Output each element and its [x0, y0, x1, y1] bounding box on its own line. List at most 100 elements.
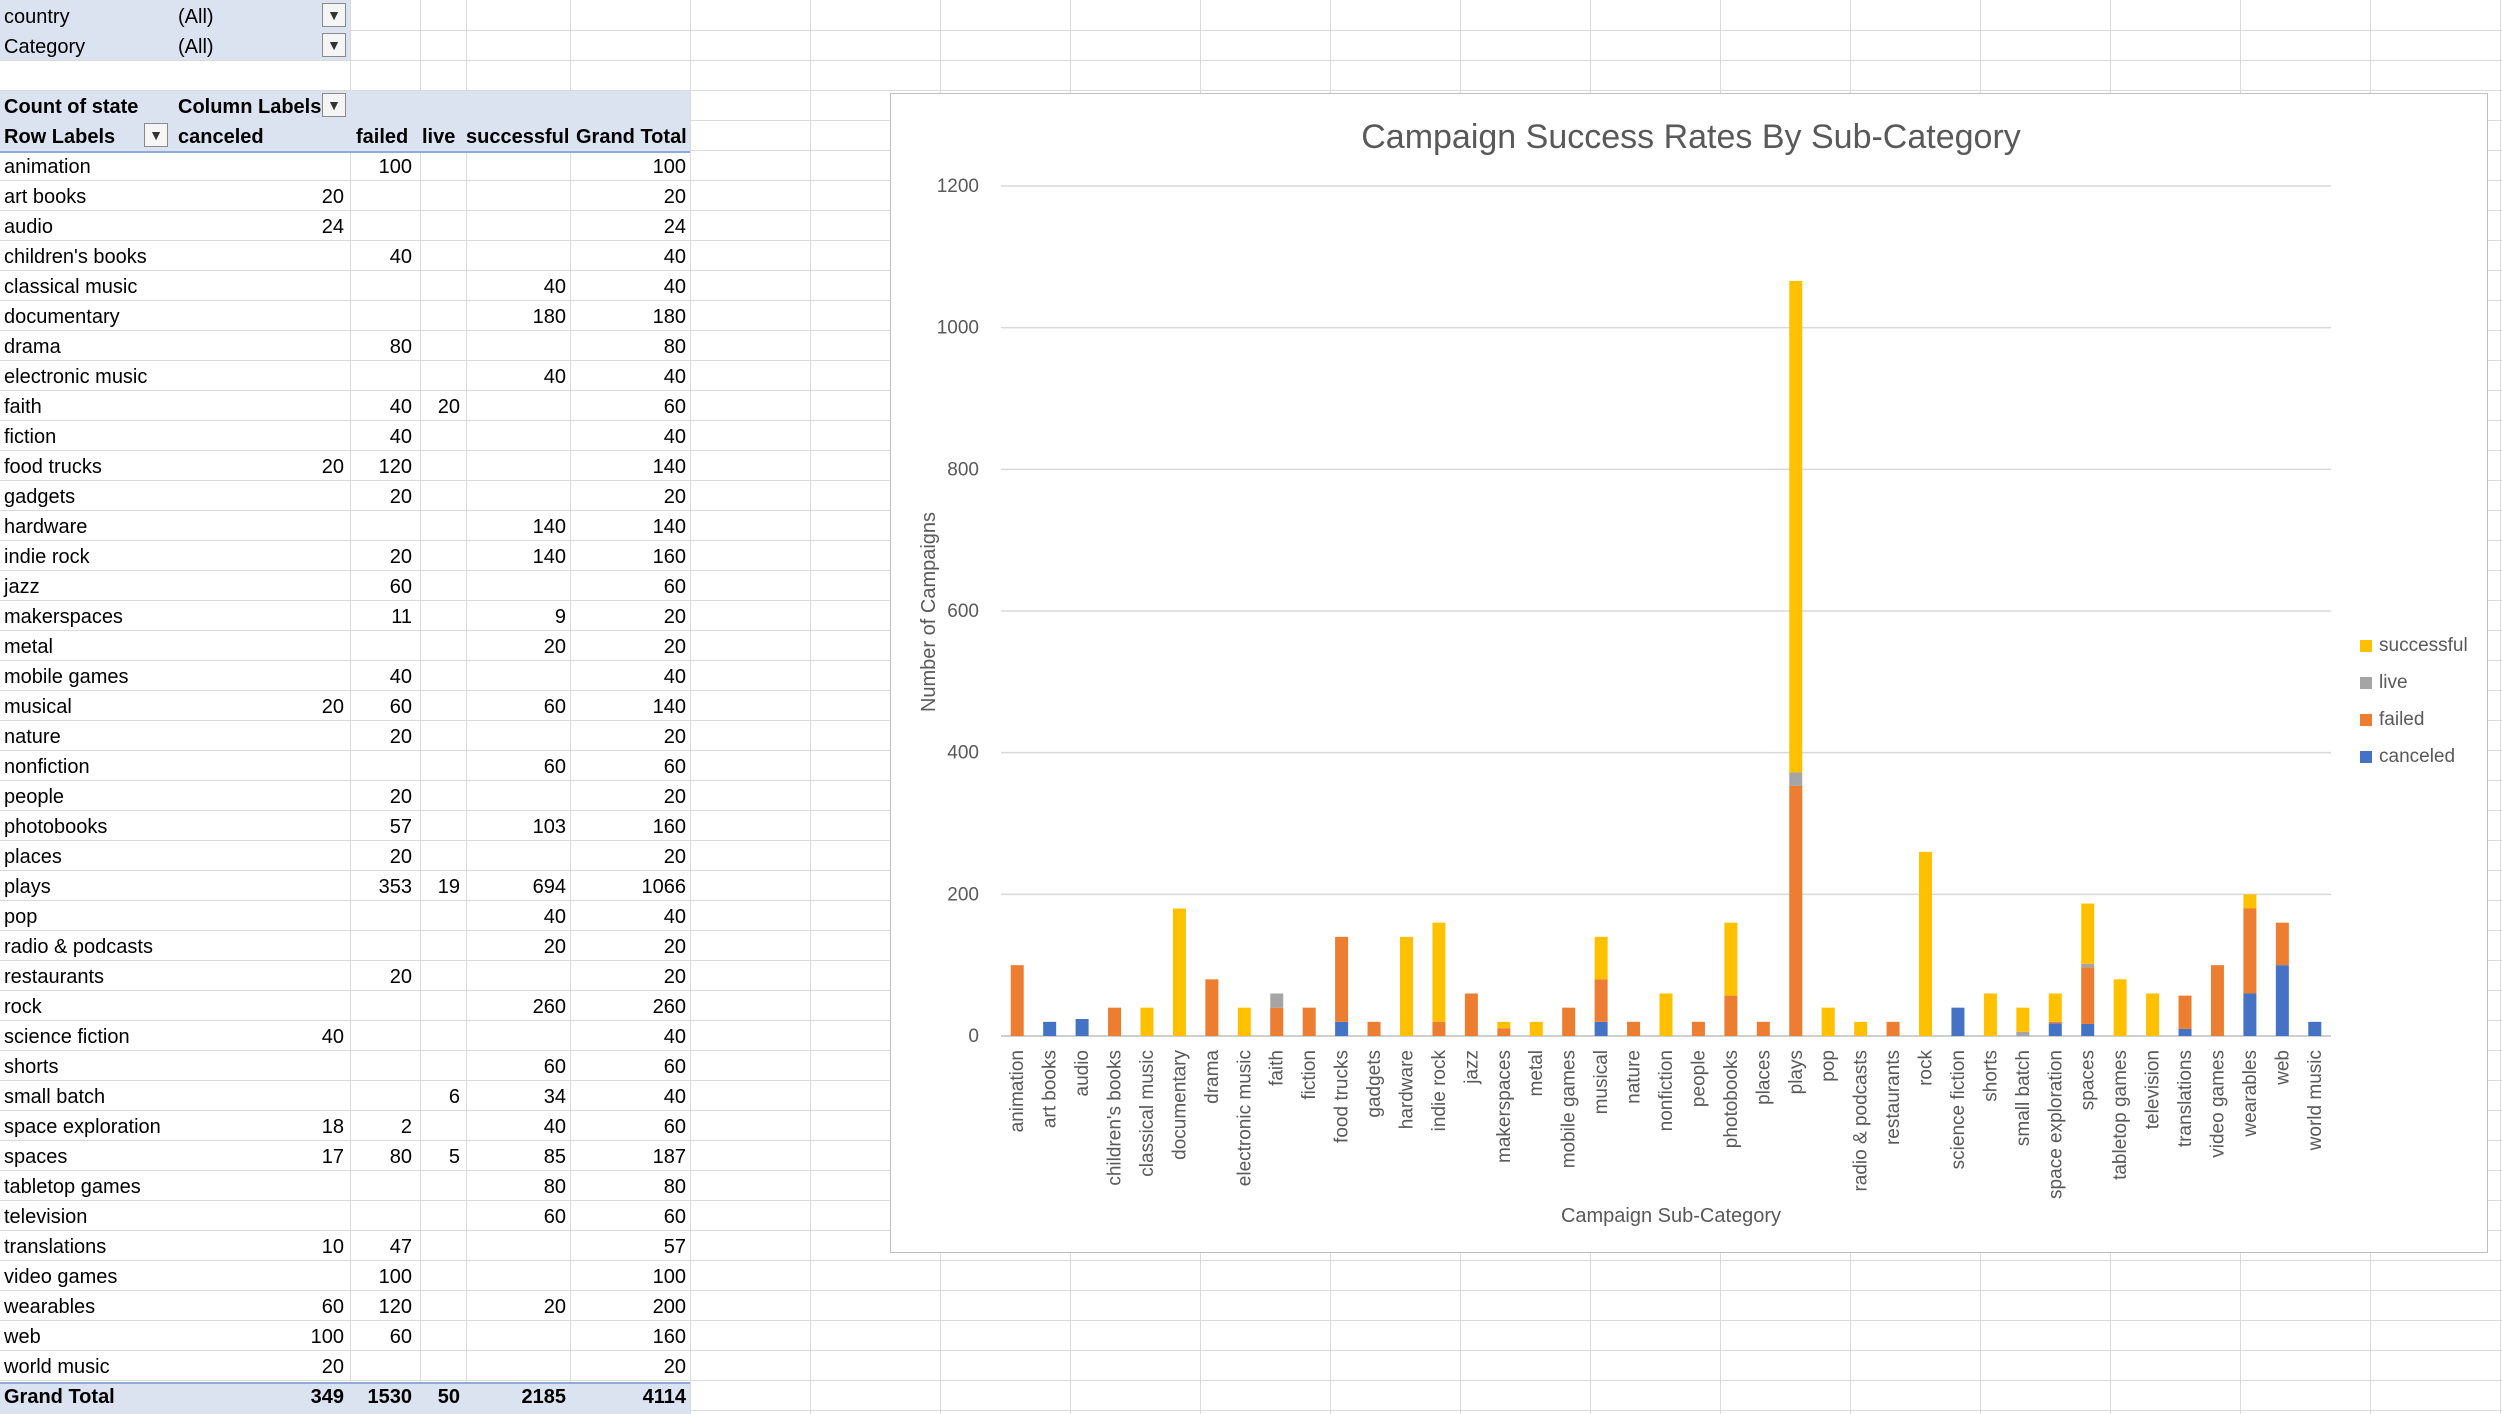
- pivot-cell-successful[interactable]: 60: [543, 756, 566, 778]
- pivot-row-label[interactable]: mobile games: [4, 666, 129, 688]
- pivot-cell-total[interactable]: 1066: [641, 876, 687, 898]
- pivot-cell-failed[interactable]: 100: [378, 156, 412, 178]
- pivot-cell-total[interactable]: 100: [652, 156, 686, 178]
- pivot-cell-successful[interactable]: 20: [543, 936, 566, 958]
- row-labels-filter-button[interactable]: ▼: [144, 123, 168, 147]
- pivot-row-label[interactable]: audio: [4, 216, 53, 238]
- pivot-row-label[interactable]: plays: [4, 876, 51, 898]
- column-labels-filter-button[interactable]: ▼: [322, 93, 346, 117]
- pivot-row-label[interactable]: nature: [4, 726, 61, 748]
- filter-country-value[interactable]: (All): [178, 6, 214, 28]
- pivot-row-label[interactable]: pop: [4, 906, 38, 928]
- pivot-row-label[interactable]: world music: [4, 1356, 110, 1378]
- pivot-cell-total[interactable]: 20: [663, 846, 686, 868]
- pivot-cell-total[interactable]: 60: [663, 1056, 686, 1078]
- pivot-cell-successful[interactable]: 9: [554, 606, 566, 628]
- pivot-row-label[interactable]: makerspaces: [4, 606, 123, 628]
- pivot-cell-total[interactable]: 40: [663, 1026, 686, 1048]
- pivot-row-label[interactable]: wearables: [4, 1296, 96, 1318]
- pivot-cell-failed[interactable]: 40: [389, 426, 412, 448]
- pivot-cell-failed[interactable]: 100: [378, 1266, 412, 1288]
- pivot-cell-successful[interactable]: 40: [543, 1116, 566, 1138]
- pivot-row-label[interactable]: web: [4, 1326, 41, 1348]
- pivot-row-label[interactable]: people: [4, 786, 65, 808]
- pivot-cell-total[interactable]: 160: [652, 1326, 686, 1348]
- pivot-cell-total[interactable]: 60: [663, 1206, 686, 1228]
- filter-country-dropdown[interactable]: ▼: [322, 3, 346, 27]
- pivot-cell-total[interactable]: 20: [663, 726, 686, 748]
- pivot-cell-successful[interactable]: 103: [532, 816, 566, 838]
- pivot-cell-failed[interactable]: 20: [389, 846, 412, 868]
- pivot-cell-successful[interactable]: 85: [543, 1146, 566, 1168]
- pivot-row-label[interactable]: rock: [4, 996, 42, 1018]
- pivot-cell-successful[interactable]: 260: [532, 996, 566, 1018]
- pivot-cell-canceled[interactable]: 100: [310, 1326, 344, 1348]
- pivot-row-label[interactable]: musical: [4, 696, 72, 718]
- pivot-cell-canceled[interactable]: 17: [321, 1146, 344, 1168]
- pivot-row-label[interactable]: small batch: [4, 1086, 106, 1108]
- pivot-row-label[interactable]: photobooks: [4, 816, 108, 838]
- pivot-cell-successful[interactable]: 694: [532, 876, 566, 898]
- pivot-cell-failed[interactable]: 60: [389, 1326, 412, 1348]
- pivot-cell-failed[interactable]: 353: [378, 876, 412, 898]
- pivot-cell-total[interactable]: 260: [652, 996, 686, 1018]
- pivot-row-label[interactable]: television: [4, 1206, 88, 1228]
- pivot-cell-total[interactable]: 40: [663, 246, 686, 268]
- pivot-cell-total[interactable]: 40: [663, 1086, 686, 1108]
- pivot-row-label[interactable]: indie rock: [4, 546, 90, 568]
- pivot-cell-total[interactable]: 40: [663, 426, 686, 448]
- pivot-cell-successful[interactable]: 20: [543, 1296, 566, 1318]
- pivot-cell-total[interactable]: 20: [663, 786, 686, 808]
- pivot-cell-successful[interactable]: 60: [543, 1056, 566, 1078]
- pivot-cell-successful[interactable]: 60: [543, 696, 566, 718]
- pivot-row-label[interactable]: shorts: [4, 1056, 59, 1078]
- pivot-cell-live[interactable]: 5: [448, 1146, 460, 1168]
- pivot-cell-live[interactable]: 6: [448, 1086, 460, 1108]
- pivot-row-label[interactable]: hardware: [4, 516, 88, 538]
- pivot-row-label[interactable]: art books: [4, 186, 87, 208]
- pivot-cell-successful[interactable]: 140: [532, 546, 566, 568]
- pivot-cell-successful[interactable]: 80: [543, 1176, 566, 1198]
- pivot-cell-canceled[interactable]: 20: [321, 456, 344, 478]
- pivot-cell-total[interactable]: 20: [663, 486, 686, 508]
- pivot-cell-total[interactable]: 140: [652, 516, 686, 538]
- pivot-cell-canceled[interactable]: 10: [321, 1236, 344, 1258]
- pivot-cell-total[interactable]: 57: [663, 1236, 686, 1258]
- pivot-row-label[interactable]: tabletop games: [4, 1176, 141, 1198]
- pivot-cell-live[interactable]: 19: [437, 876, 460, 898]
- pivot-cell-total[interactable]: 60: [663, 576, 686, 598]
- pivot-cell-failed[interactable]: 20: [389, 726, 412, 748]
- pivot-cell-total[interactable]: 40: [663, 276, 686, 298]
- pivot-cell-failed[interactable]: 40: [389, 246, 412, 268]
- pivot-cell-total[interactable]: 100: [652, 1266, 686, 1288]
- pivot-row-label[interactable]: restaurants: [4, 966, 105, 988]
- pivot-cell-total[interactable]: 60: [663, 756, 686, 778]
- pivot-row-label[interactable]: radio & podcasts: [4, 936, 153, 958]
- pivot-cell-failed[interactable]: 40: [389, 396, 412, 418]
- pivot-cell-total[interactable]: 160: [652, 546, 686, 568]
- pivot-cell-canceled[interactable]: 20: [321, 1356, 344, 1378]
- pivot-row-label[interactable]: children's books: [4, 246, 147, 268]
- pivot-cell-successful[interactable]: 60: [543, 1206, 566, 1228]
- pivot-cell-total[interactable]: 20: [663, 966, 686, 988]
- pivot-cell-total[interactable]: 180: [652, 306, 686, 328]
- pivot-cell-successful[interactable]: 180: [532, 306, 566, 328]
- pivot-cell-successful[interactable]: 40: [543, 366, 566, 388]
- pivot-cell-total[interactable]: 200: [652, 1296, 686, 1318]
- pivot-row-label[interactable]: fiction: [4, 426, 57, 448]
- pivot-cell-failed[interactable]: 20: [389, 546, 412, 568]
- pivot-row-label[interactable]: documentary: [4, 306, 120, 328]
- pivot-cell-total[interactable]: 60: [663, 1116, 686, 1138]
- pivot-cell-total[interactable]: 20: [663, 636, 686, 658]
- pivot-cell-total[interactable]: 40: [663, 366, 686, 388]
- pivot-cell-total[interactable]: 40: [663, 906, 686, 928]
- chart-container[interactable]: Campaign Success Rates By Sub-Category N…: [890, 93, 2488, 1253]
- pivot-cell-canceled[interactable]: 40: [321, 1026, 344, 1048]
- pivot-cell-canceled[interactable]: 20: [321, 696, 344, 718]
- pivot-cell-failed[interactable]: 11: [391, 606, 412, 628]
- pivot-cell-total[interactable]: 160: [652, 816, 686, 838]
- pivot-cell-failed[interactable]: 40: [389, 666, 412, 688]
- pivot-cell-total[interactable]: 80: [663, 1176, 686, 1198]
- pivot-cell-canceled[interactable]: 18: [321, 1116, 344, 1138]
- pivot-cell-canceled[interactable]: 20: [321, 186, 344, 208]
